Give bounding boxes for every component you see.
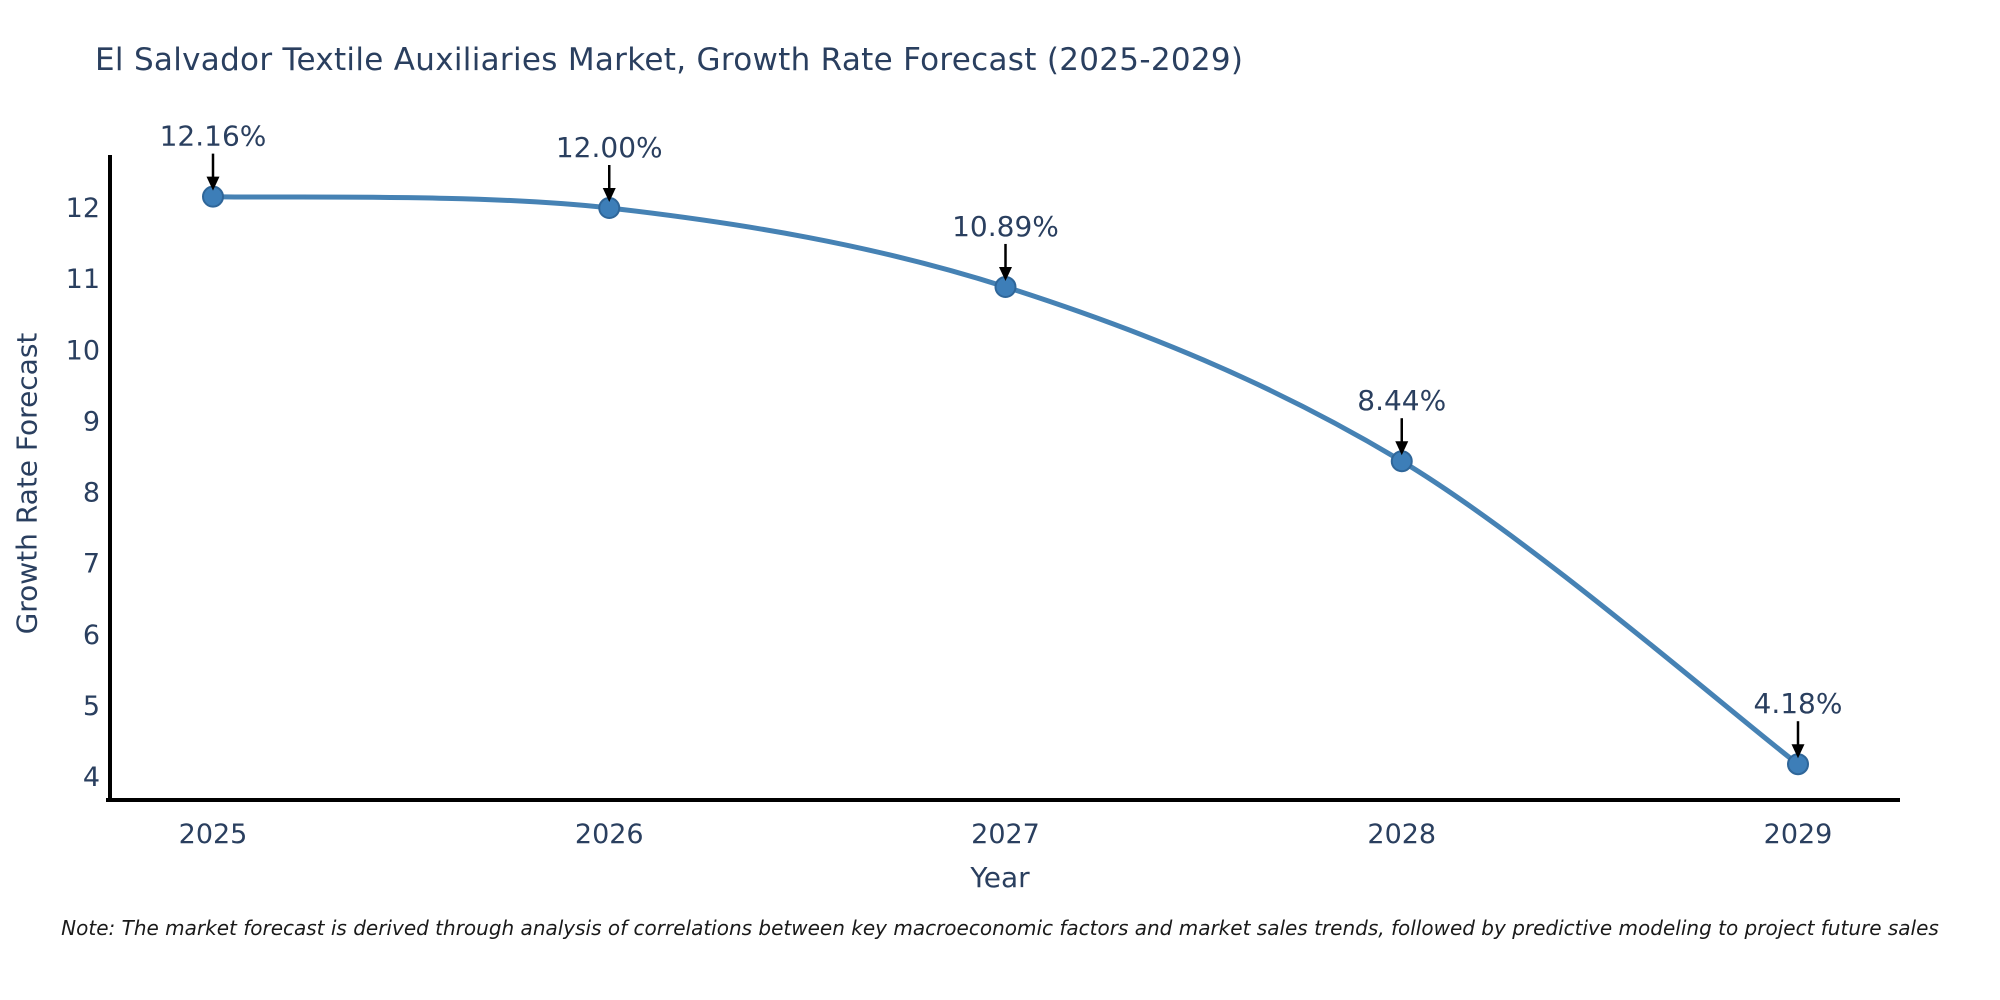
data-point-label: 10.89% — [952, 210, 1059, 243]
y-tick-label: 4 — [83, 762, 100, 793]
y-tick-label: 9 — [83, 406, 100, 437]
x-tick-label: 2025 — [179, 819, 248, 850]
data-point-label: 12.16% — [160, 120, 267, 153]
data-point-label: 12.00% — [556, 131, 663, 164]
data-point-label: 4.18% — [1754, 687, 1843, 720]
y-tick-label: 11 — [66, 264, 100, 295]
y-tick-label: 8 — [83, 478, 100, 509]
y-tick-label: 7 — [83, 549, 100, 580]
x-tick-label: 2029 — [1764, 819, 1833, 850]
x-tick-label: 2026 — [575, 819, 644, 850]
y-tick-label: 6 — [83, 620, 100, 651]
x-tick-label: 2028 — [1367, 819, 1436, 850]
annotation-arrow-head — [1791, 744, 1805, 759]
annotation-arrow-head — [602, 188, 616, 202]
annotation-arrow-head — [1395, 441, 1409, 456]
footnote: Note: The market forecast is derived thr… — [61, 916, 1939, 940]
annotation-arrow-head — [206, 176, 220, 191]
y-tick-label: 12 — [66, 193, 100, 224]
chart-title: El Salvador Textile Auxiliaries Market, … — [95, 42, 1244, 78]
x-axis-title: Year — [970, 861, 1030, 894]
y-tick-label: 10 — [66, 335, 100, 366]
annotation-arrow-head — [999, 266, 1012, 281]
data-point-label: 8.44% — [1357, 384, 1446, 417]
y-tick-label: 5 — [83, 691, 100, 722]
x-tick-label: 2027 — [971, 819, 1040, 850]
